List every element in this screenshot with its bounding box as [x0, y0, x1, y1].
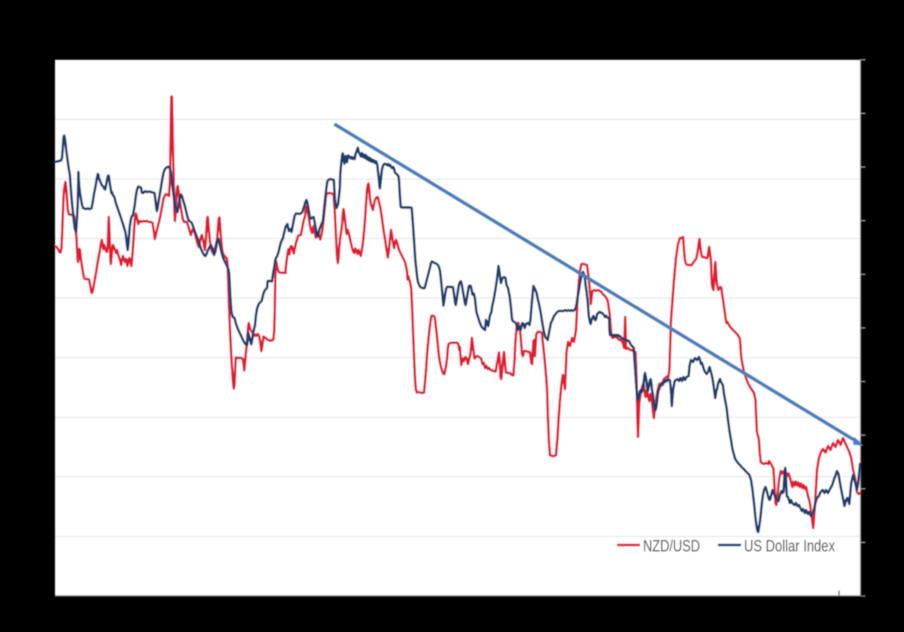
svg-text:NZD/USD: NZD/USD: [643, 537, 700, 556]
svg-text:US Dollar Index: US Dollar Index: [744, 537, 835, 556]
